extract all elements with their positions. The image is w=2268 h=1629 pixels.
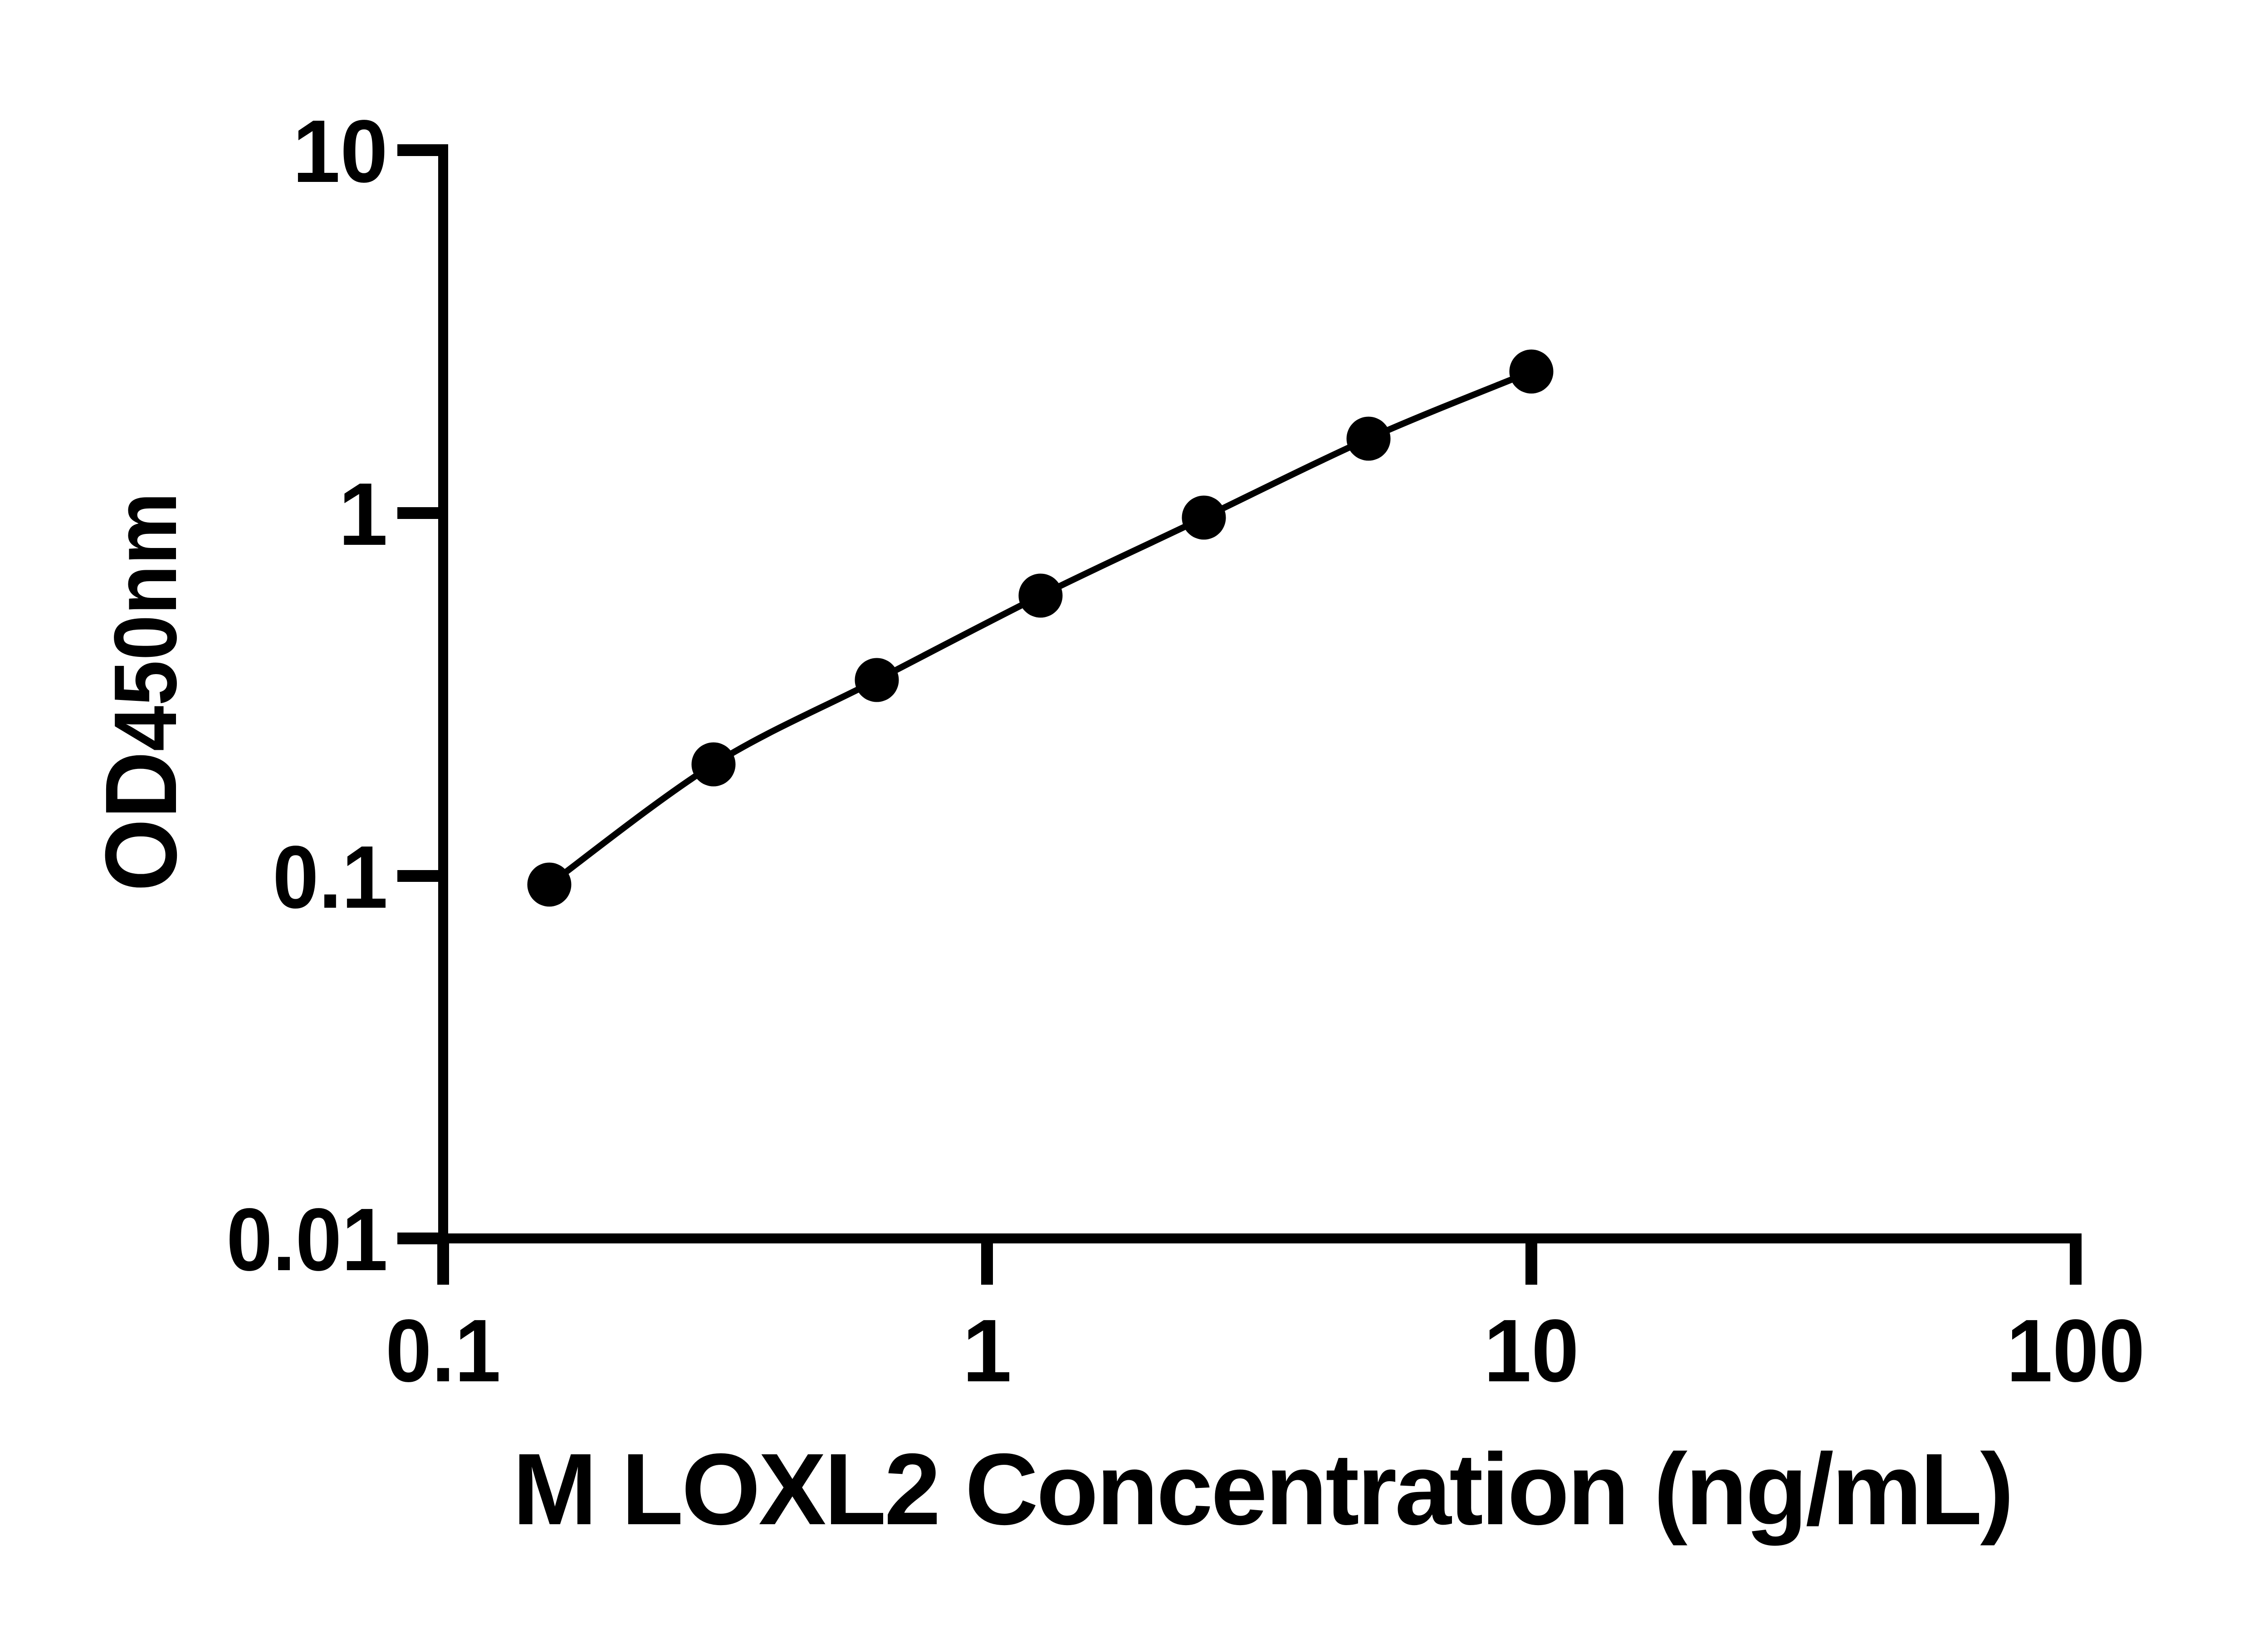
svg-text:1: 1 xyxy=(338,465,388,564)
svg-text:0.1: 0.1 xyxy=(273,827,388,927)
svg-text:M LOXL2 Concentration (ng/mL): M LOXL2 Concentration (ng/mL) xyxy=(513,1433,2014,1546)
svg-text:10: 10 xyxy=(1484,1301,1579,1400)
svg-text:100: 100 xyxy=(2007,1301,2145,1400)
svg-text:10: 10 xyxy=(293,102,388,201)
svg-text:1: 1 xyxy=(962,1301,1012,1400)
svg-text:0.1: 0.1 xyxy=(386,1301,501,1400)
svg-text:0.01: 0.01 xyxy=(226,1190,388,1289)
svg-text:OD450nm: OD450nm xyxy=(84,492,198,891)
